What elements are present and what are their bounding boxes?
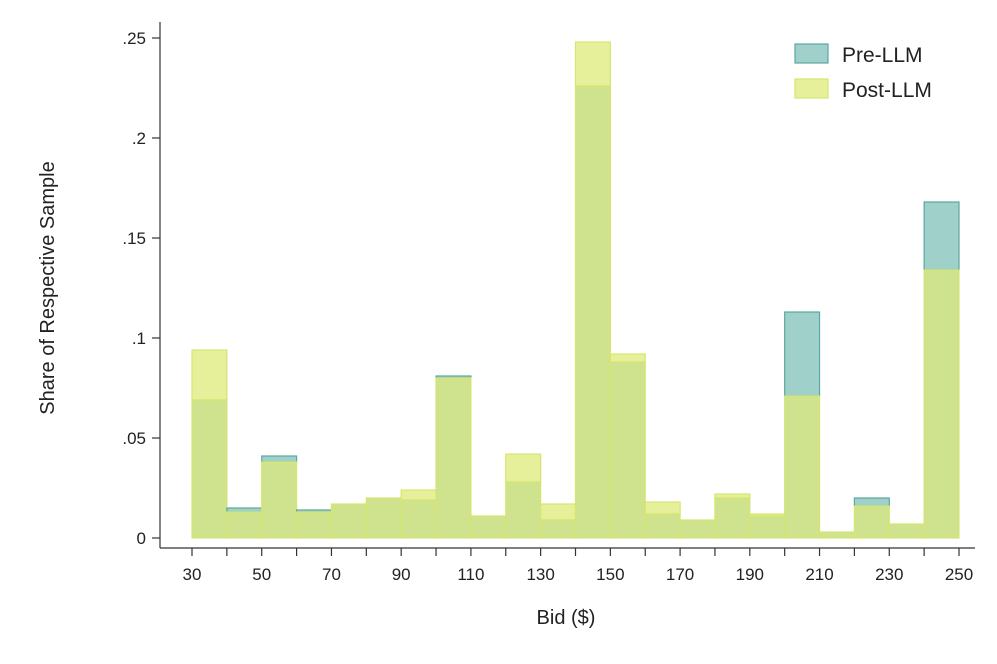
legend-label-pre-llm: Pre-LLM <box>842 44 923 67</box>
bar-overlap-200 <box>784 395 821 539</box>
bar-overlap-70 <box>330 503 367 539</box>
x-tick-label: 50 <box>252 565 271 584</box>
y-tick-label: .25 <box>122 29 146 48</box>
bar-overlap-90 <box>400 499 437 539</box>
x-tick-label: 170 <box>666 565 694 584</box>
bar-overlap-100 <box>435 377 472 539</box>
bar-overlap-120 <box>505 481 542 539</box>
bar-overlap-60 <box>295 511 333 539</box>
bar-overlap-30 <box>191 399 228 539</box>
bar-excess-140 <box>574 41 611 87</box>
x-tick-label: 30 <box>183 565 202 584</box>
bar-excess-200 <box>784 311 821 397</box>
bar-overlap-150 <box>609 361 646 539</box>
x-tick-label: 150 <box>596 565 624 584</box>
legend: Pre-LLM Post-LLM <box>794 43 932 102</box>
legend-swatch-pre-llm <box>794 43 829 64</box>
bar-overlap-80 <box>365 497 402 539</box>
axes-layer <box>159 22 975 549</box>
bar-overlap-190 <box>749 515 786 539</box>
legend-swatch-post-llm <box>794 78 829 99</box>
bar-excess-30 <box>191 349 228 401</box>
bars-layer <box>191 41 960 539</box>
x-tick-label: 70 <box>322 565 341 584</box>
bar-excess-90 <box>400 489 437 501</box>
bar-overlap-140 <box>574 85 611 539</box>
bar-excess-160 <box>644 501 681 515</box>
x-tick-label: 250 <box>945 565 973 584</box>
x-tick-label: 130 <box>526 565 554 584</box>
bar-excess-180 <box>714 493 751 499</box>
bar-excess-130 <box>540 503 577 521</box>
bar-excess-220 <box>853 497 890 507</box>
bar-excess-40 <box>226 507 263 513</box>
y-tick-label: .15 <box>122 229 146 248</box>
bar-overlap-170 <box>679 519 716 539</box>
ticks-layer: 0 .05 .1 .15 .2 .25 30 50 70 90 110 130 150 170 190 210… <box>122 29 973 584</box>
x-tick-label: 90 <box>392 565 411 584</box>
y-tick-label: .1 <box>132 329 146 348</box>
x-tick-label: 230 <box>875 565 903 584</box>
x-tick-label: 210 <box>805 565 833 584</box>
x-tick-label: 190 <box>736 565 764 584</box>
bar-excess-50 <box>261 455 298 463</box>
bar-excess-120 <box>505 453 542 483</box>
bar-overlap-230 <box>888 523 925 539</box>
x-tick-label: 110 <box>457 565 484 584</box>
legend-label-post-llm: Post-LLM <box>842 79 932 102</box>
bar-excess-240 <box>923 201 960 271</box>
bar-overlap-130 <box>540 519 577 539</box>
bar-excess-150 <box>609 353 646 363</box>
bar-overlap-50 <box>261 461 298 539</box>
bar-overlap-210 <box>818 531 856 539</box>
y-tick-label: 0 <box>137 529 146 548</box>
x-axis-title: Bid ($) <box>537 607 596 629</box>
bar-overlap-220 <box>853 505 890 539</box>
bar-overlap-240 <box>923 269 960 539</box>
bar-overlap-40 <box>226 511 263 539</box>
y-tick-label: .2 <box>132 129 146 148</box>
y-tick-label: .05 <box>122 429 146 448</box>
bar-overlap-180 <box>714 497 751 539</box>
bar-overlap-160 <box>644 513 681 539</box>
bar-overlap-110 <box>470 515 507 539</box>
y-axis-title: Share of Respective Sample <box>37 161 59 414</box>
